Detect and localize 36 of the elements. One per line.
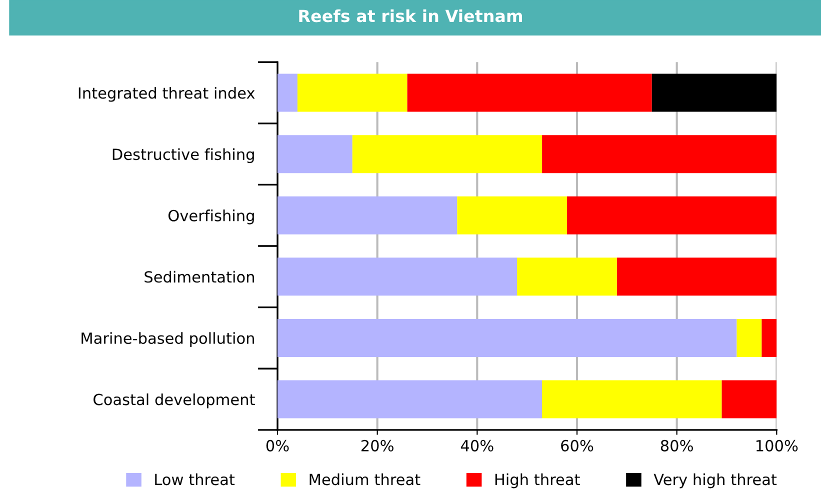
bar [352, 135, 542, 174]
bar [457, 196, 568, 234]
x-tick-label: 80% [660, 440, 693, 452]
y-tick-label: Coastal development [94, 393, 255, 408]
bar [542, 135, 777, 174]
y-tick-label: Marine-based pollution [82, 332, 254, 347]
bar [517, 258, 617, 296]
x-tick-label: 20% [361, 440, 394, 452]
x-tick-label: 0% [266, 440, 289, 452]
bar [652, 74, 777, 112]
bar [278, 196, 458, 234]
y-tick-label: Integrated threat index [78, 86, 255, 102]
bar [542, 380, 722, 418]
bar [736, 318, 762, 357]
x-tick-label: 100% [756, 440, 798, 452]
bar [278, 74, 298, 112]
bar [567, 196, 777, 234]
y-tick-label: Overfishing [168, 210, 254, 224]
legend-label: Very high threat [654, 473, 777, 488]
bar [407, 74, 652, 112]
bar [762, 318, 777, 357]
bar [278, 135, 352, 174]
chart-title: Reefs at risk in Vietnam [299, 9, 522, 22]
legend-label: Low threat [155, 473, 235, 486]
legend-label: High threat [495, 473, 580, 488]
y-tick-label: Sedimentation [144, 270, 254, 283]
x-tick-label: 40% [460, 440, 494, 452]
bar [722, 380, 777, 418]
bar [278, 258, 518, 296]
x-tick-label: 60% [561, 440, 594, 452]
bar [616, 258, 777, 296]
bar [278, 318, 737, 357]
y-tick-label: Destructive fishing [112, 148, 254, 164]
bar [297, 74, 408, 112]
bar [278, 380, 542, 418]
legend-label: Medium threat [310, 473, 420, 486]
